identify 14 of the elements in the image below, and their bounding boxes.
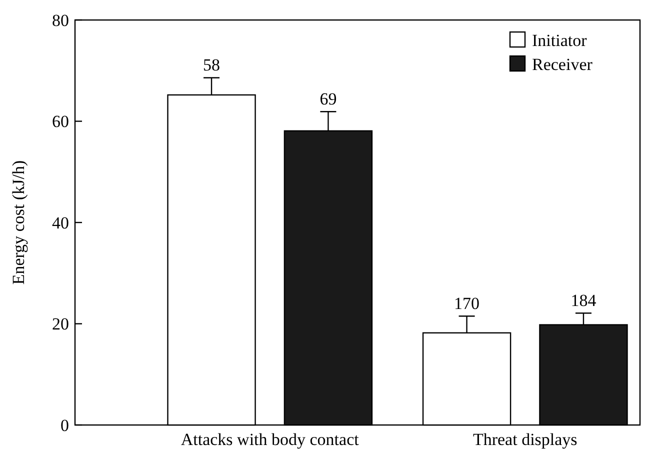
legend-label: Initiator xyxy=(532,30,588,50)
annotation: 58 xyxy=(203,56,220,75)
y-tick-label: 0 xyxy=(60,416,69,435)
y-tick-label: 40 xyxy=(52,213,69,232)
legend-label: Receiver xyxy=(532,54,593,74)
x-tick-label: Attacks with body contact xyxy=(180,430,360,449)
y-tick-label: 20 xyxy=(52,314,69,334)
y-axis-title: Energy cost (kJ/h) xyxy=(9,160,28,285)
annotation: 69 xyxy=(320,90,337,109)
annotation: 170 xyxy=(454,294,480,314)
y-tick-label: 80 xyxy=(52,10,69,30)
x-tick-label: Threat displays xyxy=(472,430,578,449)
y-tick-label: 60 xyxy=(52,112,69,132)
annotation: 184 xyxy=(570,291,597,310)
